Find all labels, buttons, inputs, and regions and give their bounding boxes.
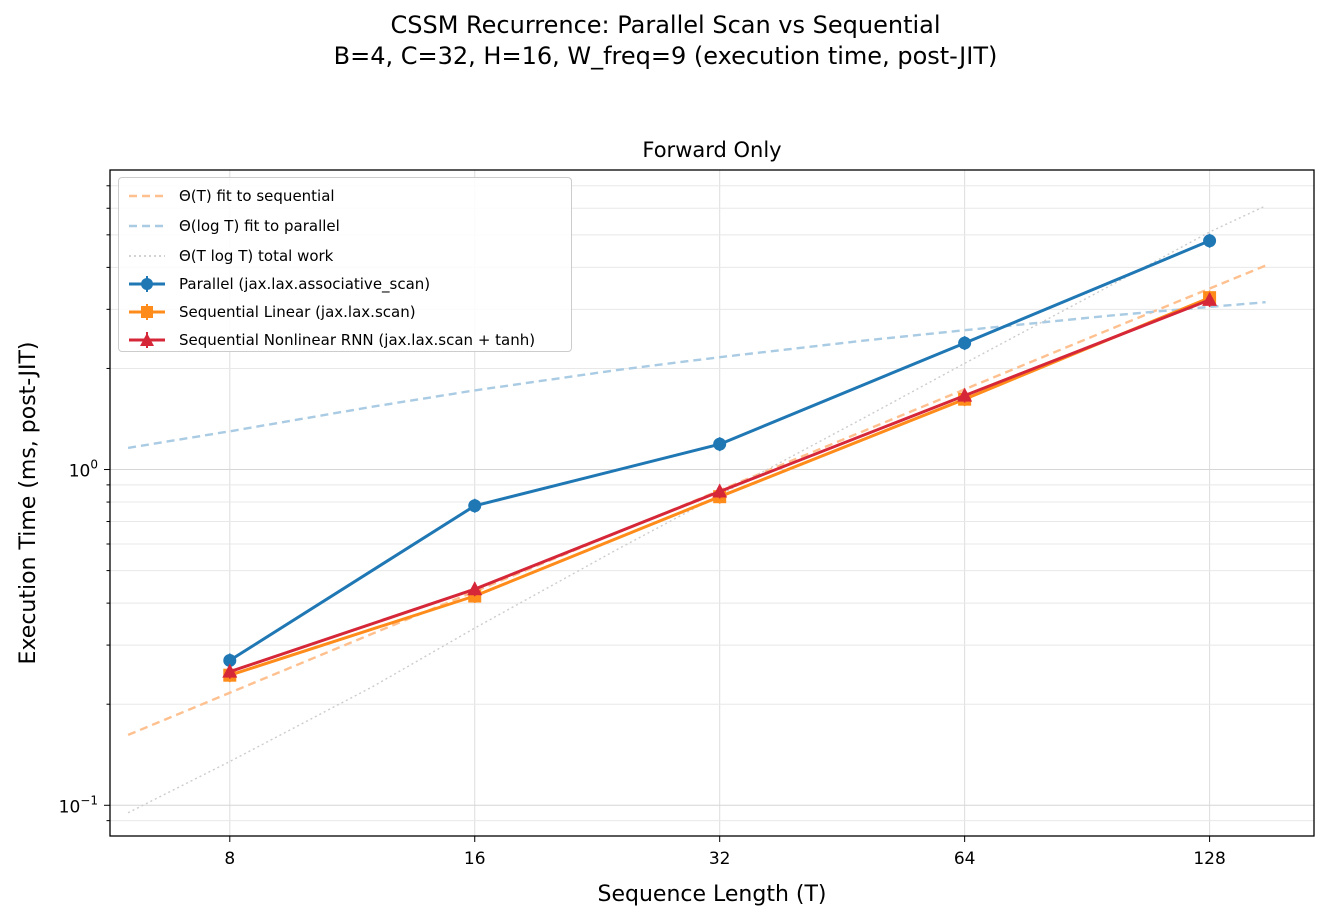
data-point-circle (468, 499, 482, 513)
plot-frame (109, 169, 1315, 837)
axes-title: Forward Only (642, 138, 781, 162)
data-point-circle (958, 336, 972, 350)
y-axis-label: Execution Time (ms, post-JIT) (16, 342, 41, 665)
x-tick-label: 8 (224, 849, 235, 869)
data-point-circle (1203, 234, 1217, 248)
figure-title-line-1: CSSM Recurrence: Parallel Scan vs Sequen… (390, 11, 941, 39)
data-point-triangle (1202, 291, 1218, 306)
figure-title-line-2: B=4, C=32, H=16, W_freq=9 (execution tim… (333, 42, 998, 70)
legend-label-parallel: Parallel (jax.lax.associative_scan) (179, 275, 431, 293)
y-tick-label: 10−1 (59, 793, 98, 817)
legend-swatch-parallel (129, 276, 165, 292)
data-point-triangle (467, 581, 483, 596)
legend-entry-sequential-nonlinear: Sequential Nonlinear RNN (jax.lax.scan +… (125, 329, 535, 351)
x-tick-label: 16 (464, 849, 486, 869)
legend-label-sequential-nonlinear: Sequential Nonlinear RNN (jax.lax.scan +… (179, 331, 536, 349)
y-tick-label: 100 (69, 458, 98, 482)
legend-entry-log-fit: Θ(log T) fit to parallel (125, 215, 340, 237)
data-point-triangle (222, 663, 238, 678)
data-series (222, 233, 1218, 683)
legend-label-linear-fit: Θ(T) fit to sequential (179, 187, 335, 205)
x-tick-label: 64 (954, 849, 976, 869)
legend-entry-total-work: Θ(T log T) total work (125, 245, 333, 267)
ticks: 8 16 32 64 128 10−1 100 (59, 185, 1226, 869)
x-axis-label: Sequence Length (T) (598, 882, 827, 907)
legend-label-sequential-linear: Sequential Linear (jax.lax.scan) (179, 303, 416, 321)
legend-swatch-sequential-linear (129, 304, 165, 320)
legend-entry-linear-fit: Θ(T) fit to sequential (125, 185, 335, 207)
legend-label-log-fit: Θ(log T) fit to parallel (179, 217, 340, 235)
legend-swatch-dashed-orange (129, 194, 165, 198)
fit-line-1 (127, 301, 1266, 450)
legend-label-total-work: Θ(T log T) total work (179, 247, 334, 265)
legend-swatch-dashed-blue (129, 224, 165, 228)
data-point-circle (223, 653, 237, 667)
grid (110, 170, 1314, 836)
data-point-triangle (957, 387, 973, 402)
x-tick-label: 128 (1193, 849, 1225, 869)
legend-swatch-dotted-gray (129, 255, 165, 257)
legend-entry-parallel: Parallel (jax.lax.associative_scan) (125, 273, 430, 295)
data-point-triangle (712, 483, 728, 498)
legend: Θ(T) fit to sequential Θ(log T) fit to p… (118, 177, 572, 352)
legend-swatch-sequential-nonlinear (129, 332, 165, 348)
legend-entry-sequential-linear: Sequential Linear (jax.lax.scan) (125, 301, 416, 323)
data-point-circle (713, 437, 727, 451)
x-tick-label: 32 (709, 849, 731, 869)
